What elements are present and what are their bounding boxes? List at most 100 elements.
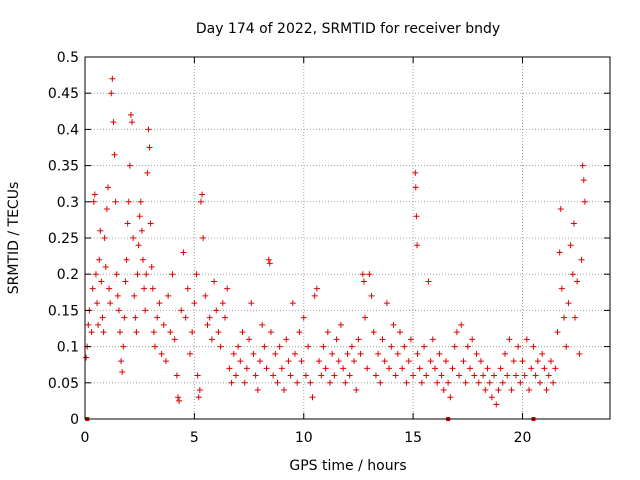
data-point <box>362 314 368 321</box>
data-point <box>429 336 436 343</box>
data-point <box>488 394 495 401</box>
data-point <box>534 358 541 365</box>
data-point <box>150 329 157 336</box>
data-point <box>318 372 325 379</box>
data-point <box>432 365 438 372</box>
data-point <box>337 321 344 328</box>
data-point <box>85 321 92 328</box>
data-point <box>120 343 127 350</box>
data-point <box>219 300 226 307</box>
data-point <box>90 198 97 205</box>
data-point <box>300 314 307 321</box>
data-point <box>322 365 329 372</box>
data-point <box>327 379 333 386</box>
y-tick-label: 0.4 <box>57 122 79 138</box>
data-point <box>99 314 106 321</box>
data-point <box>217 343 224 350</box>
data-point <box>103 206 110 213</box>
data-point <box>196 387 203 394</box>
data-point <box>451 343 458 350</box>
data-point <box>195 394 202 401</box>
data-point <box>407 336 414 343</box>
data-point <box>342 379 349 386</box>
data-point <box>421 343 428 350</box>
data-point <box>473 350 480 357</box>
data-point <box>111 151 118 158</box>
data-point <box>289 300 296 307</box>
data-point <box>440 387 447 394</box>
data-point <box>272 350 279 357</box>
data-point <box>316 358 323 365</box>
data-point <box>464 343 471 350</box>
data-point <box>412 184 419 191</box>
data-point <box>530 343 537 350</box>
data-point <box>340 365 347 372</box>
data-point <box>176 397 183 404</box>
data-point <box>360 278 367 285</box>
data-point <box>204 321 211 328</box>
data-point <box>160 321 167 328</box>
data-point <box>438 372 445 379</box>
data-point <box>532 372 539 379</box>
data-point <box>254 387 261 394</box>
data-point <box>510 358 517 365</box>
data-point <box>370 329 377 336</box>
data-point <box>484 365 491 372</box>
data-point <box>169 271 176 278</box>
data-point <box>143 271 150 278</box>
data-point <box>125 198 132 205</box>
data-point <box>523 336 530 343</box>
data-point <box>447 394 454 401</box>
data-point <box>211 278 218 285</box>
data-point <box>135 242 142 249</box>
data-point <box>124 220 131 227</box>
data-point <box>134 271 141 278</box>
data-point <box>165 292 172 299</box>
data-point <box>298 358 305 365</box>
data-point <box>228 379 235 386</box>
data-point <box>108 90 115 97</box>
data-point <box>375 350 382 357</box>
data-point <box>453 329 460 336</box>
data-point <box>95 321 102 328</box>
data-point <box>141 285 148 292</box>
data-point <box>147 220 154 227</box>
data-point <box>364 365 371 372</box>
data-point <box>346 372 353 379</box>
data-point <box>127 111 134 118</box>
data-point <box>313 285 320 292</box>
data-point <box>226 365 233 372</box>
data-point <box>368 292 375 299</box>
data-point <box>152 343 158 350</box>
data-point <box>263 365 270 372</box>
data-point <box>572 314 578 321</box>
data-point <box>359 271 366 278</box>
data-point <box>512 372 519 379</box>
data-point <box>309 394 316 401</box>
data-point <box>109 75 116 82</box>
y-tick-label: 0.45 <box>48 86 79 102</box>
data-point <box>579 162 586 169</box>
data-point <box>333 336 340 343</box>
data-point <box>467 365 473 372</box>
data-point <box>504 372 511 379</box>
data-point <box>545 372 552 379</box>
data-point <box>130 235 137 241</box>
data-point <box>329 350 336 357</box>
data-point <box>139 256 146 263</box>
data-point <box>480 372 487 379</box>
data-point <box>114 292 121 299</box>
data-point <box>543 387 550 394</box>
data-point <box>413 213 420 220</box>
data-point <box>100 329 107 336</box>
data-point <box>324 329 331 336</box>
data-point <box>412 169 419 176</box>
data-point <box>265 256 272 263</box>
y-tick-label: 0.3 <box>57 195 79 211</box>
data-point <box>174 394 181 401</box>
data-point <box>117 329 123 336</box>
data-point <box>98 278 105 285</box>
data-point <box>199 191 206 198</box>
data-point <box>257 358 263 365</box>
data-point <box>410 372 417 379</box>
